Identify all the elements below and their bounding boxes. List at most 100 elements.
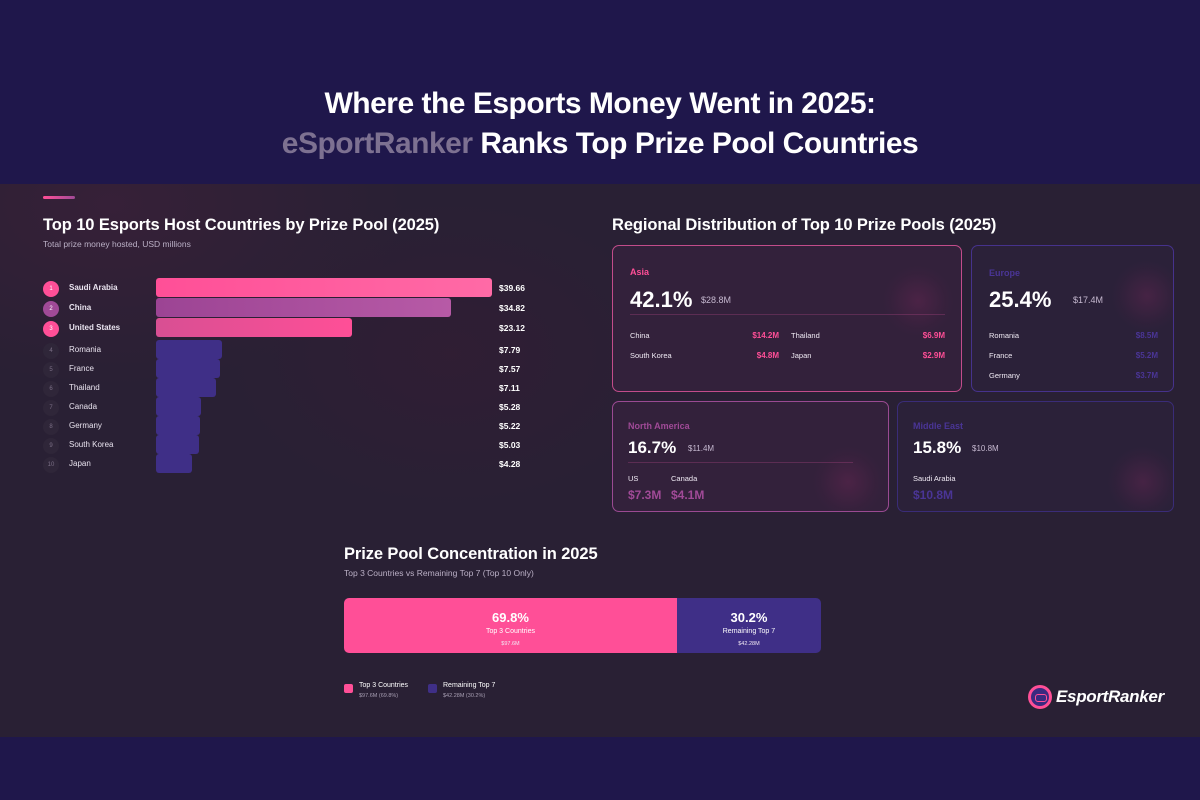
country-value: $10.8M (913, 488, 954, 502)
bar-chart-subtitle: Total prize money hosted, USD millions (43, 239, 191, 249)
rank-badge: 9 (43, 438, 59, 454)
bar-value-label: $5.03 (499, 440, 521, 450)
bar (156, 359, 220, 378)
bar (156, 298, 451, 317)
header-band (0, 0, 1200, 184)
country-label: Germany (69, 421, 102, 430)
headline-brand: eSportRanker (281, 127, 473, 160)
region-percent: 15.8% (913, 438, 962, 457)
country-label: Canada (69, 402, 98, 411)
rank-badge: 3 (43, 321, 59, 337)
bar-chart-title: Top 10 Esports Host Countries by Prize P… (43, 216, 440, 234)
region-name: Asia (630, 267, 650, 277)
country-value: $3.7M (1135, 371, 1158, 380)
country-value: $5.2M (1135, 351, 1158, 360)
bar-row: 10 Japan $4.28 (43, 454, 543, 474)
bar (156, 340, 222, 359)
region-card-europe: Europe 25.4% $17.4M Romania $8.5M France… (971, 245, 1174, 392)
bar-row: 2 China $34.82 (43, 298, 543, 318)
region-name: Europe (989, 268, 1021, 278)
segment-amount: $42.28M (738, 641, 760, 647)
bar-value-label: $5.28 (499, 402, 521, 412)
region-percent: 42.1% (630, 287, 693, 312)
bar (156, 378, 216, 397)
bar-row: 1 Saudi Arabia $39.66 (43, 278, 543, 298)
legend-value: $97.6M (69.8%) (359, 693, 399, 699)
decorative-glow (1112, 261, 1173, 331)
decorative-glow (1108, 447, 1173, 511)
rank-badge: 5 (43, 362, 59, 378)
country-label: US (628, 474, 639, 483)
region-card-middle-east: Middle East 15.8% $10.8M Saudi Arabia $1… (897, 401, 1174, 512)
country-label: Japan (69, 459, 91, 468)
segment-percent: 69.8% (492, 610, 529, 625)
country-label: United States (69, 323, 121, 332)
headline: Where the Esports Money Went in 2025: eS… (0, 84, 1200, 164)
legend-value: $42.28M (30.2%) (443, 693, 486, 699)
legend-label: Top 3 Countries (359, 682, 409, 689)
segment-label: Top 3 Countries (485, 628, 535, 635)
bar-row: 3 United States $23.12 (43, 318, 543, 338)
country-label: Saudi Arabia (69, 283, 118, 292)
rank-badge: 8 (43, 419, 59, 435)
headline-line-2: eSportRanker Ranks Top Prize Pool Countr… (0, 124, 1200, 164)
segment-percent: 30.2% (730, 610, 768, 625)
concentration-subtitle: Top 3 Countries vs Remaining Top 7 (Top … (344, 568, 534, 578)
footer-band (0, 737, 1200, 800)
region-amount: $17.4M (1073, 295, 1104, 305)
headline-rest: Ranks Top Prize Pool Countries (472, 127, 919, 160)
segment-label: Remaining Top 7 (722, 628, 776, 635)
bar (156, 435, 199, 454)
country-value: $4.1M (671, 488, 705, 502)
rank-badge: 1 (43, 281, 59, 297)
decorative-glow (883, 266, 953, 336)
country-value: $6.9M (922, 331, 945, 340)
country-label: Thailand (69, 383, 100, 392)
segment-amount: $97.6M (501, 641, 520, 647)
bar-value-label: $23.12 (499, 323, 525, 333)
rank-badge: 10 (43, 457, 59, 473)
headline-line-1: Where the Esports Money Went in 2025: (324, 87, 876, 120)
country-value: $14.2M (752, 331, 779, 340)
accent-line (43, 196, 75, 199)
country-label: Japan (791, 351, 812, 360)
country-label: Romania (989, 331, 1020, 340)
region-card-north-america: North America 16.7% $11.4M US $7.3M Cana… (612, 401, 889, 512)
bar-row: 6 Thailand $7.11 (43, 378, 543, 398)
country-label: Thailand (791, 331, 820, 340)
country-value: $4.8M (756, 351, 779, 360)
concentration-title: Prize Pool Concentration in 2025 (344, 545, 598, 563)
country-label: France (989, 351, 1013, 360)
bar (156, 278, 492, 297)
country-value: $7.3M (628, 488, 662, 502)
country-label: Canada (671, 474, 698, 483)
bar-row: 5 France $7.57 (43, 359, 543, 379)
region-percent: 16.7% (628, 438, 677, 457)
bar-row: 9 South Korea $5.03 (43, 435, 543, 455)
bar (156, 454, 192, 473)
bar-value-label: $4.28 (499, 459, 521, 469)
country-label: Germany (989, 371, 1020, 380)
bar-value-label: $7.11 (499, 383, 520, 393)
bar-row: 8 Germany $5.22 (43, 416, 543, 436)
rank-badge: 7 (43, 400, 59, 416)
bar (156, 318, 352, 337)
country-label: Romania (69, 345, 102, 354)
bar-value-label: $7.57 (499, 364, 521, 374)
region-amount: $11.4M (688, 444, 715, 453)
gamepad-chip-icon (1028, 685, 1052, 709)
legend-swatch (428, 684, 437, 693)
legend-swatch (344, 684, 353, 693)
divider (630, 314, 945, 315)
region-title: Regional Distribution of Top 10 Prize Po… (612, 216, 997, 234)
bar-row: 7 Canada $5.28 (43, 397, 543, 417)
region-card-asia: Asia 42.1% $28.8M China $14.2M Thailand … (612, 245, 962, 392)
bar (156, 416, 200, 435)
country-value: $8.5M (1135, 331, 1158, 340)
country-label: China (630, 331, 650, 340)
divider (628, 462, 853, 463)
bar-row: 4 Romania $7.79 (43, 340, 543, 360)
bar-value-label: $39.66 (499, 283, 525, 293)
rank-badge: 4 (43, 343, 59, 359)
concentration-stacked-bar: 69.8% Top 3 Countries $97.6M 30.2% Remai… (344, 598, 821, 653)
